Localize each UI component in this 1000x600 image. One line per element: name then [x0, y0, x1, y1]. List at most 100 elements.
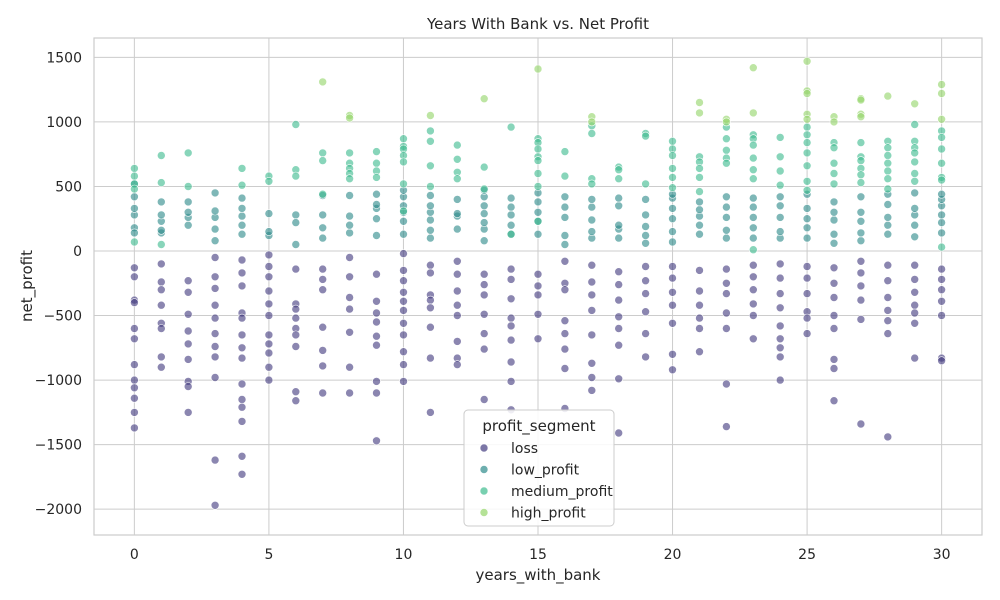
data-point [775, 133, 785, 142]
data-point [426, 260, 435, 270]
data-point [291, 240, 301, 249]
data-point [506, 229, 516, 239]
data-point [802, 289, 812, 298]
data-point [748, 272, 758, 282]
data-point [237, 379, 247, 389]
data-point [695, 164, 704, 173]
data-point [722, 202, 731, 212]
data-point [937, 158, 946, 168]
data-point [533, 169, 543, 178]
data-point [157, 178, 166, 187]
data-point [695, 187, 704, 196]
y-tick-label: 0 [73, 244, 82, 260]
data-point [237, 343, 247, 353]
data-point [130, 298, 139, 307]
data-point [479, 269, 489, 279]
data-point [856, 419, 866, 429]
data-point [157, 300, 166, 310]
data-point [345, 191, 354, 200]
data-point [291, 120, 301, 129]
data-point [372, 436, 381, 446]
data-point [748, 108, 758, 118]
data-point [237, 164, 247, 173]
data-point [695, 220, 704, 230]
data-point [587, 306, 597, 315]
data-point [722, 134, 731, 143]
data-point [748, 233, 758, 243]
data-point [130, 204, 139, 213]
data-point [856, 315, 866, 324]
data-point [479, 209, 489, 218]
series-medium-profit [130, 120, 946, 254]
data-point [318, 189, 328, 199]
data-point [775, 321, 785, 331]
data-point [345, 211, 354, 221]
data-point [130, 423, 139, 433]
data-point [452, 209, 462, 218]
data-point [560, 171, 570, 181]
data-point [183, 382, 193, 391]
data-point [533, 64, 543, 74]
data-point [775, 201, 785, 211]
data-point [748, 299, 758, 309]
plot-frame [93, 37, 983, 536]
data-point [668, 287, 677, 297]
data-point [318, 361, 328, 371]
data-point [722, 422, 731, 431]
data-point [237, 229, 247, 239]
data-point [426, 201, 435, 211]
data-point [237, 211, 247, 221]
data-point [695, 286, 704, 296]
data-point [937, 89, 946, 98]
data-point [695, 108, 704, 118]
data-point [614, 193, 624, 203]
data-point [937, 133, 946, 142]
data-point [641, 276, 650, 286]
data-point [533, 182, 543, 191]
data-point [237, 204, 247, 213]
data-point [614, 220, 624, 230]
y-tick-label: 1500 [46, 50, 82, 66]
data-point [614, 374, 624, 384]
data-point [910, 120, 920, 129]
data-point [748, 140, 758, 150]
y-axis-label: net_profit [18, 250, 37, 322]
data-point [506, 210, 516, 220]
y-tick-label: −1500 [35, 438, 82, 454]
data-point [695, 197, 704, 207]
data-point [237, 193, 247, 203]
data-point [479, 184, 489, 194]
data-point [372, 377, 381, 386]
data-point [722, 146, 731, 155]
data-point [641, 210, 650, 220]
data-point [291, 171, 301, 181]
data-point [399, 249, 408, 258]
data-point [345, 220, 354, 230]
data-point [372, 158, 381, 168]
data-point [264, 348, 274, 358]
data-point [937, 285, 946, 295]
data-point [802, 186, 812, 195]
data-point [614, 295, 624, 305]
data-point [802, 161, 812, 171]
data-point [641, 131, 650, 141]
data-point [937, 175, 946, 185]
data-points [130, 56, 946, 510]
data-point [641, 179, 650, 189]
data-point [775, 152, 785, 162]
data-point [479, 290, 489, 300]
data-point [641, 222, 650, 231]
data-point [748, 260, 758, 270]
data-point [910, 287, 920, 297]
data-point [668, 214, 677, 223]
data-point [641, 262, 650, 271]
data-point [722, 278, 731, 288]
data-point [883, 329, 893, 338]
data-point [291, 218, 301, 227]
data-point [775, 343, 785, 353]
data-point [318, 148, 328, 158]
data-point [533, 144, 543, 154]
data-point [345, 174, 354, 183]
data-point [614, 201, 624, 211]
